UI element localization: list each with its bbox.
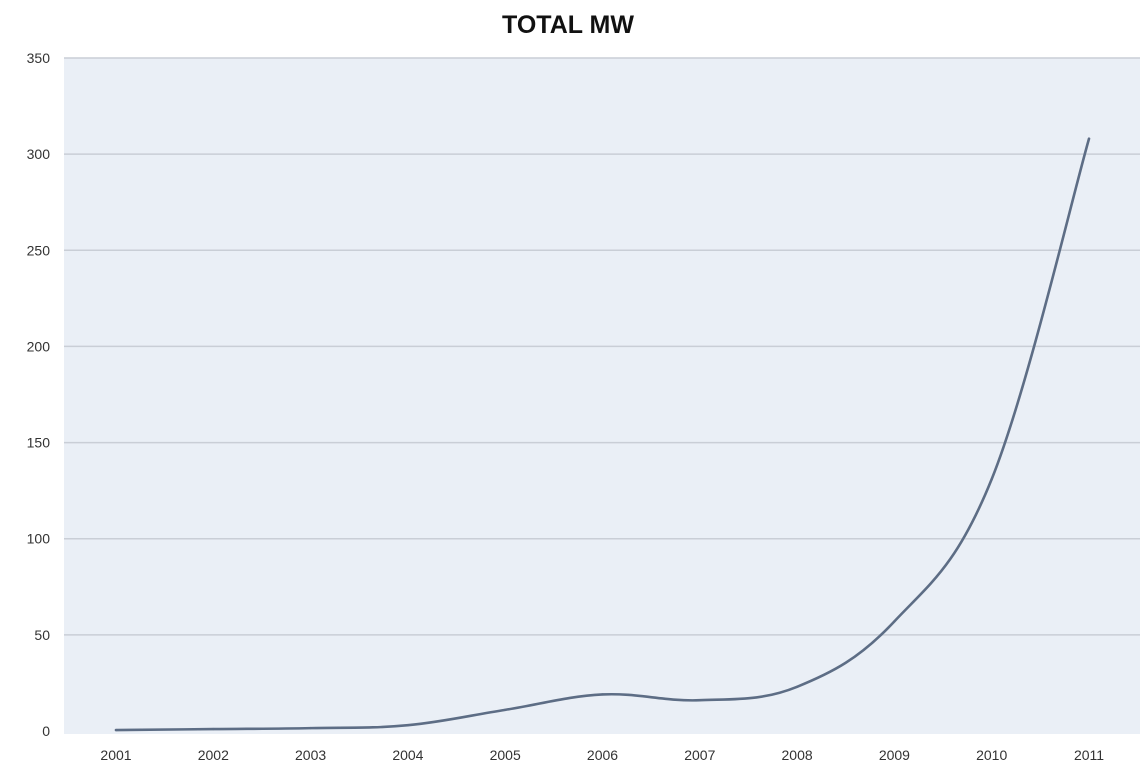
y-tick-label: 300: [27, 146, 51, 162]
data-point: [698, 699, 701, 702]
x-tick-label: 2005: [490, 747, 521, 763]
y-tick-label: 350: [27, 50, 51, 66]
data-point: [1087, 137, 1091, 140]
y-tick-label: 150: [27, 435, 51, 451]
data-point: [795, 685, 799, 688]
x-tick-label: 2009: [879, 747, 910, 763]
x-tick-label: 2006: [587, 747, 618, 763]
data-point: [504, 708, 507, 712]
x-tick-label: 2001: [100, 747, 131, 763]
data-point: [893, 620, 896, 623]
data-point: [601, 693, 604, 696]
x-tick-label: 2011: [1074, 747, 1104, 763]
data-point: [309, 726, 312, 730]
series-layer: [114, 137, 1091, 732]
y-tick-label: 50: [34, 627, 50, 643]
x-axis-tick-labels: 2001 2002 2003 2004 2005 2006 2007 2008 2009 2010…: [100, 747, 1104, 763]
data-point: [212, 727, 215, 731]
x-tick-label: 2008: [782, 747, 813, 763]
x-tick-label: 2010: [976, 747, 1007, 763]
chart-title: TOTAL MW: [502, 11, 634, 39]
plot-area: [64, 58, 1140, 734]
data-point: [406, 724, 410, 727]
y-tick-label: 250: [27, 242, 51, 258]
x-tick-label: 2004: [392, 747, 423, 763]
y-tick-label: 100: [27, 531, 51, 547]
y-tick-label: 200: [27, 338, 51, 354]
data-point: [990, 477, 993, 481]
series-line: [114, 137, 1091, 732]
x-tick-label: 2002: [198, 747, 229, 763]
x-tick-label: 2007: [684, 747, 715, 763]
y-axis-tick-labels: 0 50 100 150 200 250 300 350: [27, 50, 51, 739]
data-point: [114, 728, 118, 732]
y-tick-label: 0: [42, 723, 50, 739]
x-tick-label: 2003: [295, 747, 326, 763]
gridlines: [64, 57, 1140, 636]
